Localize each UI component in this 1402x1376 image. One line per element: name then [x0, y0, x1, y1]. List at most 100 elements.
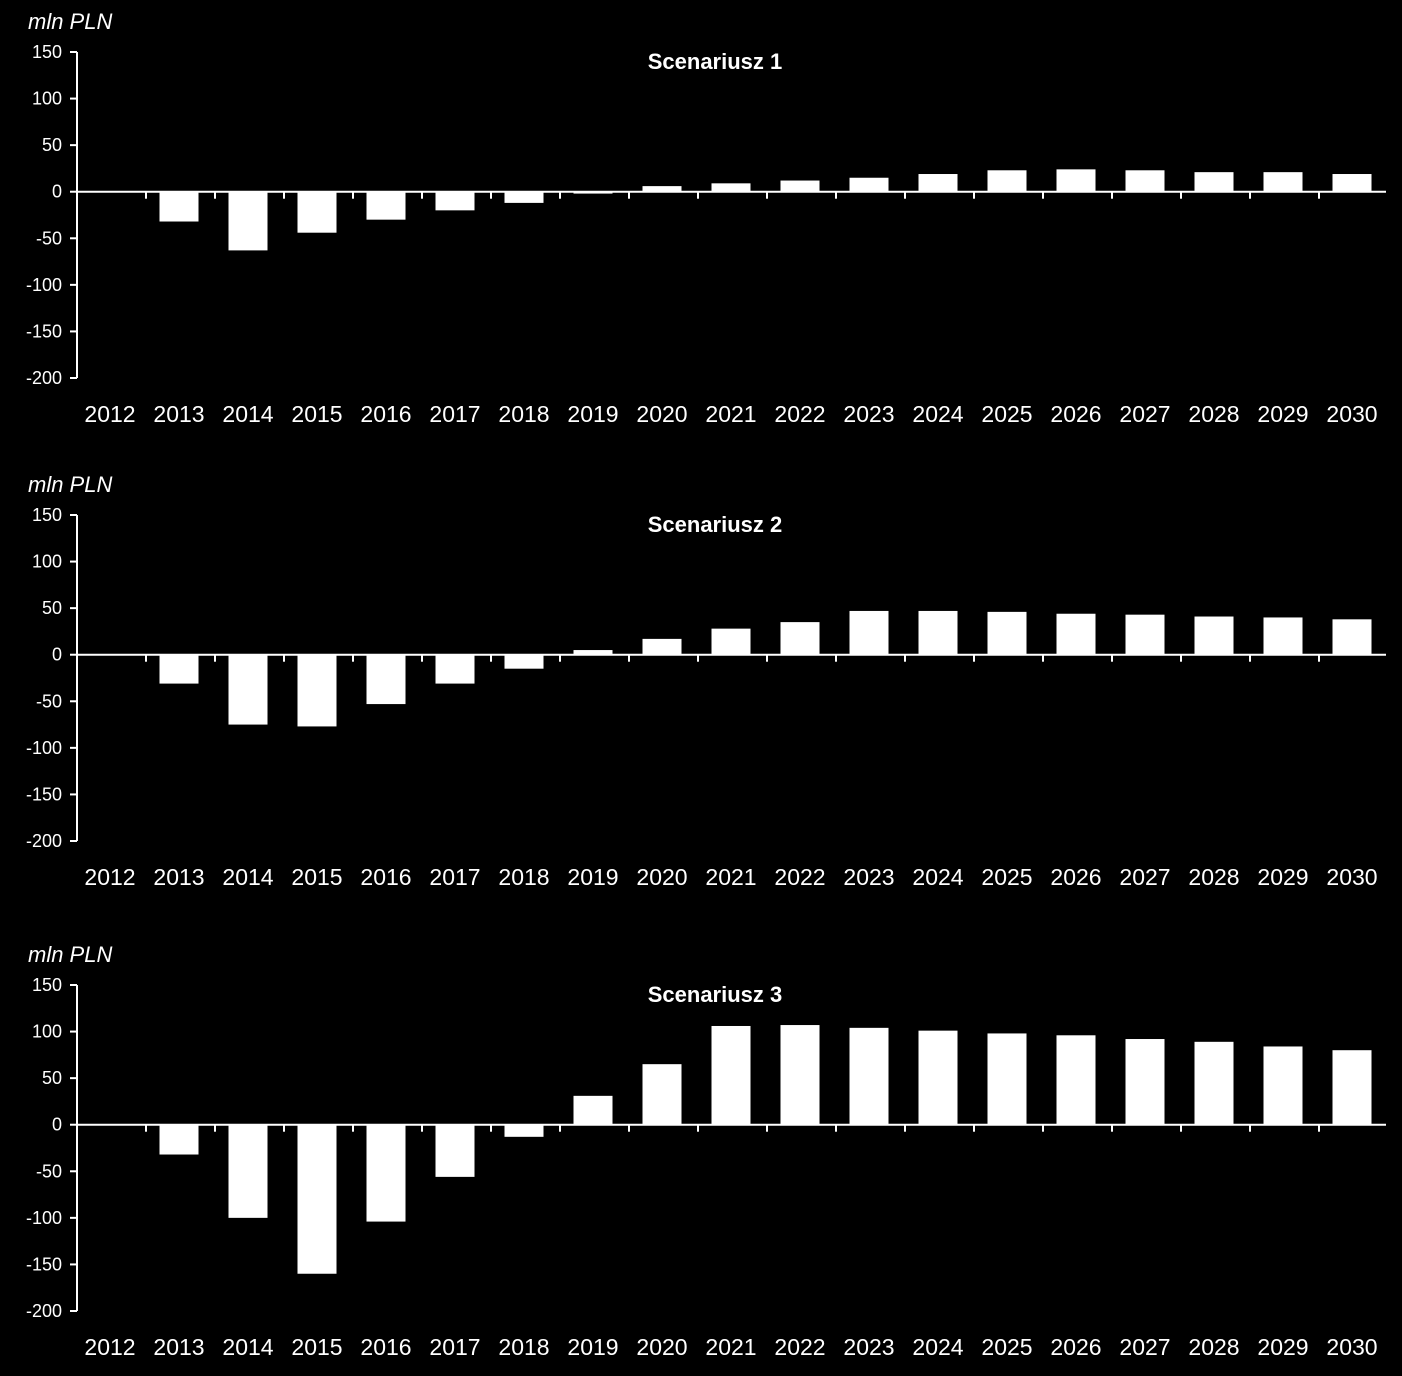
bar-2013: [159, 654, 199, 684]
x-tick-label: 2021: [705, 1334, 756, 1360]
x-tick-label: 2019: [567, 864, 618, 890]
bar-2016: [366, 191, 406, 220]
x-tick-label: 2014: [222, 1334, 273, 1360]
y-tick-label: 50: [42, 598, 62, 618]
y-tick-label: 0: [52, 1115, 62, 1135]
bar-2024: [918, 610, 958, 655]
bar-2017: [435, 654, 475, 684]
chart-panel-2: mln PLN Scenariusz 2 150 100 50 0 -50 -100 -150 -…: [26, 472, 1386, 890]
x-tick-label: 2030: [1326, 401, 1377, 427]
x-tick-label: 2019: [567, 1334, 618, 1360]
x-tick-label: 2026: [1050, 401, 1101, 427]
bar-2018: [504, 1124, 544, 1137]
bar-2030: [1332, 619, 1372, 655]
x-tick-label: 2028: [1188, 1334, 1239, 1360]
x-tick-label: 2028: [1188, 864, 1239, 890]
x-tick-label: 2018: [498, 401, 549, 427]
x-tick-label: 2013: [153, 401, 204, 427]
bar-2026: [1056, 1035, 1096, 1125]
bar-2020: [642, 186, 682, 192]
y-tick-label: 150: [32, 505, 62, 525]
y-tick-label: 50: [42, 1068, 62, 1088]
x-tick-label: 2021: [705, 864, 756, 890]
y-tick-label: 100: [32, 1022, 62, 1042]
bar-2014: [228, 1124, 268, 1218]
bar-2020: [642, 638, 682, 655]
x-tick-label: 2020: [636, 1334, 687, 1360]
bar-2030: [1332, 1050, 1372, 1125]
bar-2027: [1125, 614, 1165, 655]
bar-2022: [780, 622, 820, 655]
x-tick-label: 2027: [1119, 1334, 1170, 1360]
bar-2025: [987, 1033, 1027, 1125]
bar-2017: [435, 1124, 475, 1177]
x-tick-label: 2016: [360, 401, 411, 427]
bar-2029: [1263, 172, 1303, 192]
bar-2014: [228, 191, 268, 251]
bar-2028: [1194, 616, 1234, 655]
bar-2024: [918, 1030, 958, 1125]
bar-2018: [504, 654, 544, 669]
x-tick-label: 2030: [1326, 1334, 1377, 1360]
x-tick-label: 2022: [774, 864, 825, 890]
bar-2023: [849, 1027, 889, 1125]
x-tick-label: 2026: [1050, 1334, 1101, 1360]
bar-2013: [159, 191, 199, 222]
y-tick-label: 50: [42, 135, 62, 155]
y-axis-unit-label: mln PLN: [28, 472, 112, 497]
y-tick-label: -100: [26, 275, 62, 295]
x-tick-label: 2030: [1326, 864, 1377, 890]
bar-2023: [849, 610, 889, 655]
y-tick-label: 0: [52, 182, 62, 202]
bar-2016: [366, 1124, 406, 1222]
x-tick-label: 2028: [1188, 401, 1239, 427]
bar-2021: [711, 183, 751, 192]
bar-2021: [711, 628, 751, 655]
x-tick-label: 2015: [291, 401, 342, 427]
bar-2027: [1125, 1039, 1165, 1125]
y-tick-label: -200: [26, 831, 62, 851]
x-tick-label: 2024: [912, 864, 963, 890]
bar-2028: [1194, 172, 1234, 192]
bar-2029: [1263, 617, 1303, 655]
x-tick-label: 2017: [429, 864, 480, 890]
x-tick-label: 2013: [153, 864, 204, 890]
x-tick-label: 2026: [1050, 864, 1101, 890]
x-tick-label: 2025: [981, 401, 1032, 427]
x-tick-label: 2015: [291, 1334, 342, 1360]
y-tick-label: -50: [36, 691, 62, 711]
chart-panel-1: mln PLN Scenariusz 1 150 100 50 0 -50 -100 -150 -…: [26, 9, 1386, 427]
y-tick-label: -200: [26, 1301, 62, 1321]
x-tick-label: 2022: [774, 1334, 825, 1360]
chart-title: Scenariusz 2: [648, 512, 783, 537]
bar-2029: [1263, 1046, 1303, 1125]
y-tick-label: -50: [36, 1161, 62, 1181]
bar-2020: [642, 1064, 682, 1125]
x-tick-label: 2020: [636, 864, 687, 890]
y-tick-label: -50: [36, 228, 62, 248]
x-tick-label: 2012: [84, 401, 135, 427]
x-tick-label: 2012: [84, 864, 135, 890]
bar-2028: [1194, 1041, 1234, 1125]
x-tick-label: 2014: [222, 864, 273, 890]
x-tick-label: 2015: [291, 864, 342, 890]
chart-title: Scenariusz 1: [648, 49, 783, 74]
x-tick-label: 2029: [1257, 1334, 1308, 1360]
x-tick-label: 2024: [912, 401, 963, 427]
x-tick-label: 2024: [912, 1334, 963, 1360]
y-tick-label: -150: [26, 784, 62, 804]
bar-2015: [297, 654, 337, 727]
y-axis-unit-label: mln PLN: [28, 942, 112, 967]
x-tick-label: 2016: [360, 864, 411, 890]
bar-2023: [849, 177, 889, 192]
y-tick-label: -200: [26, 368, 62, 388]
y-tick-label: 150: [32, 42, 62, 62]
bar-2019: [573, 1095, 613, 1125]
x-tick-label: 2014: [222, 401, 273, 427]
bar-2016: [366, 654, 406, 705]
bar-2025: [987, 611, 1027, 655]
bar-2015: [297, 1124, 337, 1274]
bar-2017: [435, 191, 475, 211]
